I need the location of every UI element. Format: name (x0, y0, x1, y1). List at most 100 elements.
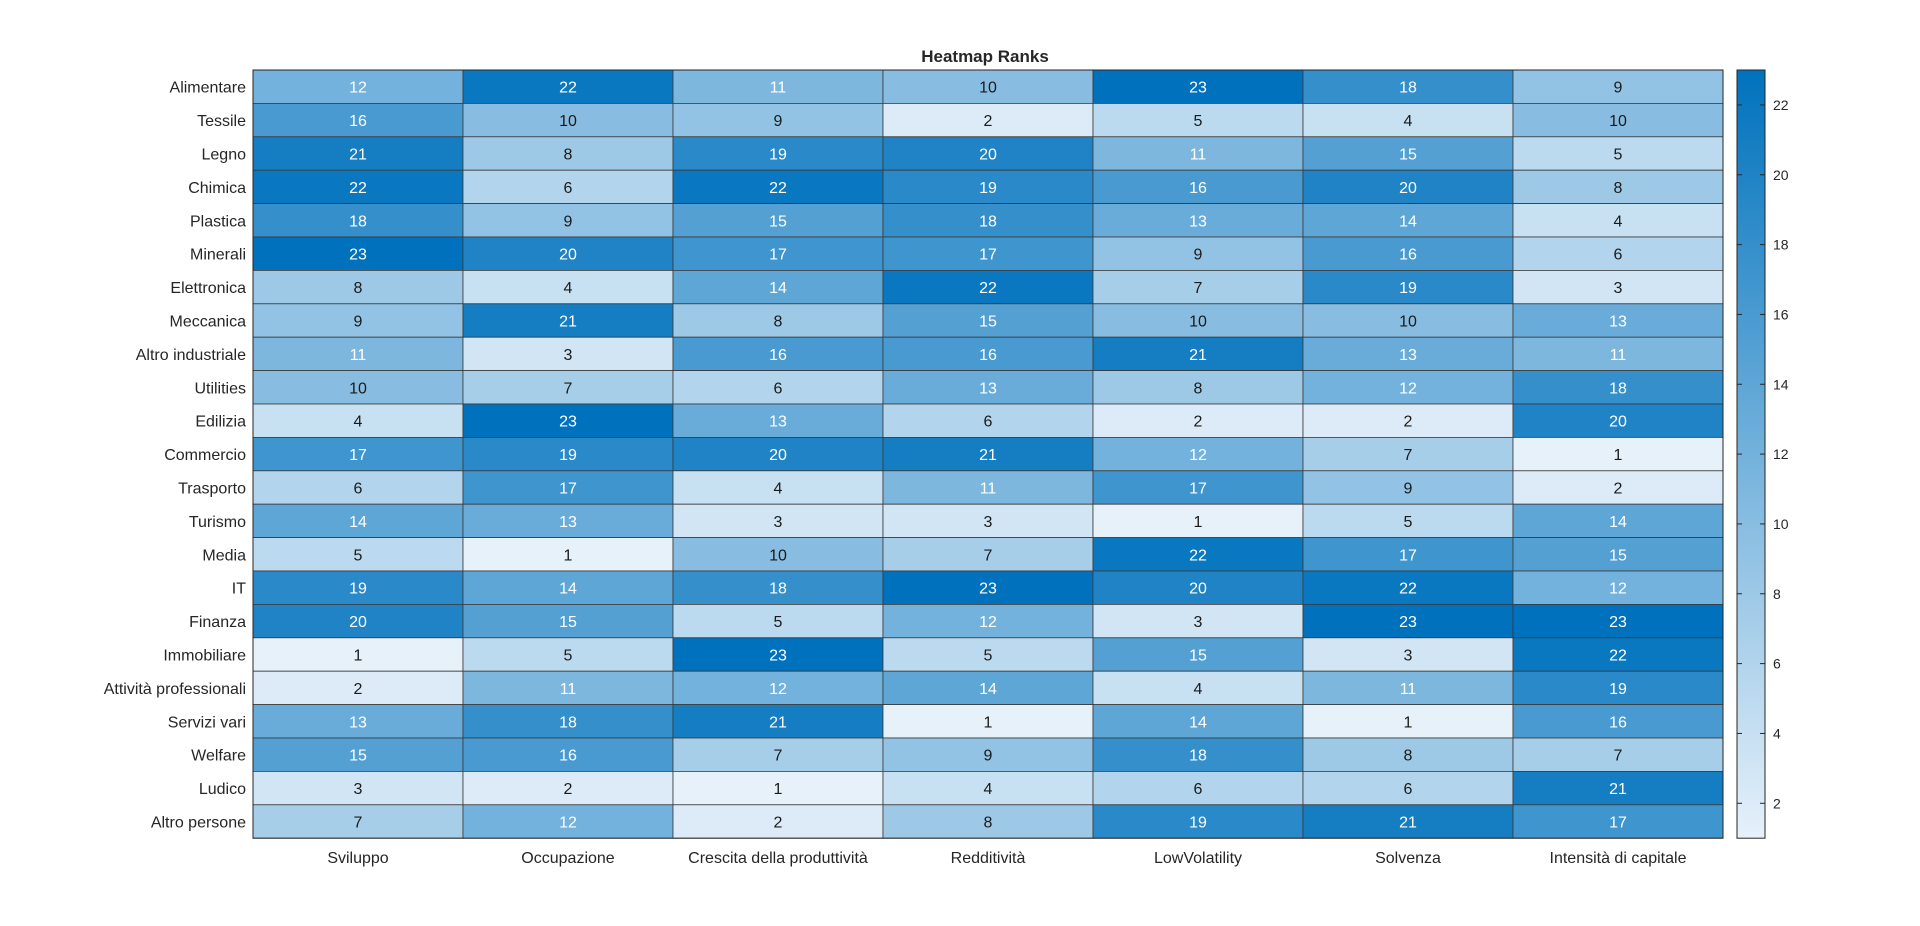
heatmap-cell (1512, 303, 1724, 338)
heatmap-cell (1302, 136, 1514, 171)
column-label: Intensità di capitale (1550, 850, 1687, 867)
cell-value-label: 4 (564, 280, 573, 297)
cell-value-label: 8 (984, 815, 993, 832)
cell-value-label: 20 (1399, 180, 1417, 197)
row-label: Altro industriale (136, 347, 246, 364)
row-label: Ludico (199, 781, 246, 798)
heatmap-cell (252, 670, 464, 706)
cell-value-label: 5 (1404, 514, 1413, 531)
cell-value-label: 6 (1614, 247, 1623, 264)
cell-value-label: 21 (1189, 347, 1207, 364)
cell-value-label: 3 (564, 347, 573, 364)
cell-value-label: 8 (1194, 380, 1203, 397)
heatmap-cell (1302, 737, 1514, 772)
heatmap-cell (672, 637, 884, 672)
heatmap-cell (252, 269, 464, 305)
heatmap-cell (672, 804, 884, 839)
heatmap-cell (1302, 537, 1514, 572)
cell-value-label: 21 (769, 714, 787, 731)
cell-value-label: 9 (984, 748, 993, 765)
heatmap-cell (1302, 69, 1514, 104)
heatmap-cell (252, 771, 464, 806)
heatmap-cell (672, 236, 884, 271)
cell-value-label: 5 (1194, 113, 1203, 130)
heatmap-cell (1512, 136, 1724, 171)
heatmap-cell (252, 704, 464, 739)
heatmap-cell (1512, 537, 1724, 572)
cell-value-label: 16 (559, 748, 577, 765)
cell-value-label: 12 (559, 815, 577, 832)
heatmap-cell (882, 470, 1094, 505)
cell-value-label: 19 (349, 581, 367, 598)
cell-value-label: 3 (1194, 614, 1203, 631)
heatmap-cell (672, 737, 884, 772)
heatmap-cell (1512, 570, 1724, 605)
colorbar-tick-label: 14 (1773, 376, 1789, 392)
heatmap-cell (462, 737, 674, 772)
row-label: Chimica (188, 180, 246, 197)
heatmap-cell (1092, 637, 1304, 672)
cell-value-label: 7 (354, 815, 363, 832)
cell-value-label: 14 (349, 514, 367, 531)
cell-value-label: 6 (564, 180, 573, 197)
cell-value-label: 3 (354, 781, 363, 798)
cell-value-label: 21 (1609, 781, 1627, 798)
cell-value-label: 9 (1194, 247, 1203, 264)
colorbar-tick-label: 6 (1773, 656, 1781, 672)
heatmap-cell (1512, 203, 1724, 238)
cell-value-label: 10 (1399, 314, 1417, 331)
chart-title: Heatmap Ranks (921, 47, 1049, 66)
cell-value-label: 11 (560, 681, 577, 698)
heatmap-cell (462, 436, 674, 472)
heatmap-cell (1512, 804, 1724, 839)
heatmap-cell (1512, 169, 1724, 204)
heatmap-cell (252, 804, 464, 839)
cell-value-label: 1 (1614, 447, 1623, 464)
heatmap-cell (1512, 269, 1724, 305)
cell-value-label: 2 (984, 113, 993, 130)
column-labels: Sviluppo Occupazione Crescita della produt… (327, 850, 1686, 867)
heatmap-cell (882, 236, 1094, 271)
row-label: Servizi vari (168, 714, 246, 731)
heatmap-cell (672, 269, 884, 305)
cell-value-label: 11 (350, 347, 367, 364)
cell-value-label: 16 (1189, 180, 1207, 197)
colorbar-tick-label: 18 (1773, 237, 1789, 253)
cell-value-label: 5 (774, 614, 783, 631)
heatmap-cell (252, 236, 464, 271)
cell-value-label: 22 (979, 280, 997, 297)
heatmap-cell (882, 670, 1094, 706)
heatmap-cell (1512, 103, 1724, 138)
row-label: Turismo (189, 514, 246, 531)
cell-value-label: 12 (349, 80, 367, 97)
heatmap-cell (1512, 503, 1724, 539)
cell-value-label: 12 (1609, 581, 1627, 598)
cell-value-label: 21 (349, 147, 367, 164)
cell-value-label: 2 (354, 681, 363, 698)
heatmap-cell (252, 503, 464, 539)
cell-value-label: 11 (1190, 147, 1207, 164)
cell-value-label: 13 (559, 514, 577, 531)
cell-value-label: 14 (1189, 714, 1207, 731)
cell-value-label: 17 (1399, 547, 1417, 564)
cell-value-label: 11 (770, 80, 787, 97)
cell-value-label: 1 (564, 547, 573, 564)
heatmap-cell (882, 537, 1094, 572)
heatmap-cell (1302, 604, 1514, 639)
heatmap-cell (1512, 403, 1724, 438)
heatmap-cell (672, 503, 884, 539)
cell-value-label: 15 (559, 614, 577, 631)
heatmap-cell (1302, 103, 1514, 138)
heatmap-cell (1302, 436, 1514, 472)
heatmap-cell (1512, 470, 1724, 505)
cell-value-label: 8 (1614, 180, 1623, 197)
heatmap-cell (1092, 370, 1304, 405)
cell-value-label: 10 (769, 547, 787, 564)
heatmap-cell (672, 336, 884, 372)
row-label: Commercio (164, 447, 246, 464)
cell-value-label: 23 (1399, 614, 1417, 631)
heatmap-cell (1092, 737, 1304, 772)
row-label: IT (232, 581, 246, 598)
heatmap-cell (1302, 704, 1514, 739)
